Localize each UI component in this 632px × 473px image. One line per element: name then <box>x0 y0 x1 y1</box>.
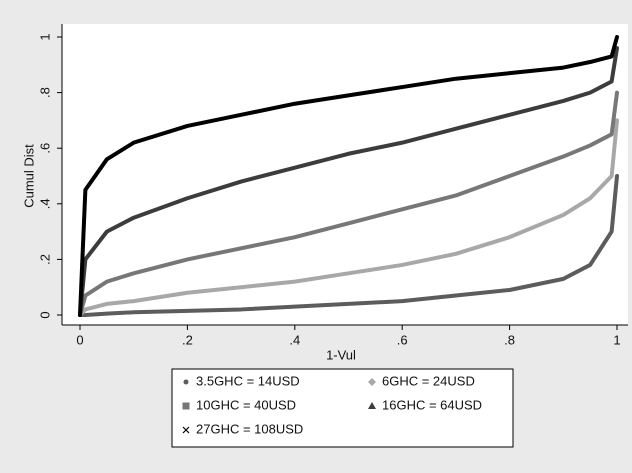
series-line <box>78 35 619 317</box>
series-line <box>78 46 619 317</box>
x-tick-label: 0 <box>76 332 83 347</box>
legend-marker <box>368 378 376 386</box>
legend-marker <box>183 379 189 385</box>
legend-label: 3.5GHC = 14USD <box>196 373 300 388</box>
x-tick-label: .4 <box>289 332 300 347</box>
legend-label: 27GHC = 108USD <box>196 421 303 436</box>
x-axis-label: 1-Vul <box>326 347 356 362</box>
y-axis-label: Cumul Dist <box>21 144 36 208</box>
y-tick-label: .8 <box>37 87 52 98</box>
y-tick-label: .2 <box>37 254 52 265</box>
y-tick-label: 1 <box>37 33 52 40</box>
legend-marker <box>368 402 376 409</box>
series-line <box>78 174 619 317</box>
legend-label: 16GHC = 64USD <box>382 397 482 412</box>
legend <box>171 368 514 448</box>
series-line <box>78 118 619 317</box>
legend-marker <box>182 426 190 434</box>
y-tick-label: 0 <box>37 311 52 318</box>
x-tick-label: .2 <box>182 332 193 347</box>
legend-label: 6GHC = 24USD <box>382 373 475 388</box>
y-tick-label: .6 <box>37 143 52 154</box>
legend-marker <box>182 402 190 410</box>
y-tick-label: .4 <box>37 198 52 209</box>
legend-label: 10GHC = 40USD <box>196 397 296 412</box>
x-tick-label: 1 <box>613 332 620 347</box>
x-tick-label: .6 <box>397 332 408 347</box>
series-line <box>78 90 619 317</box>
x-tick-label: .8 <box>504 332 515 347</box>
